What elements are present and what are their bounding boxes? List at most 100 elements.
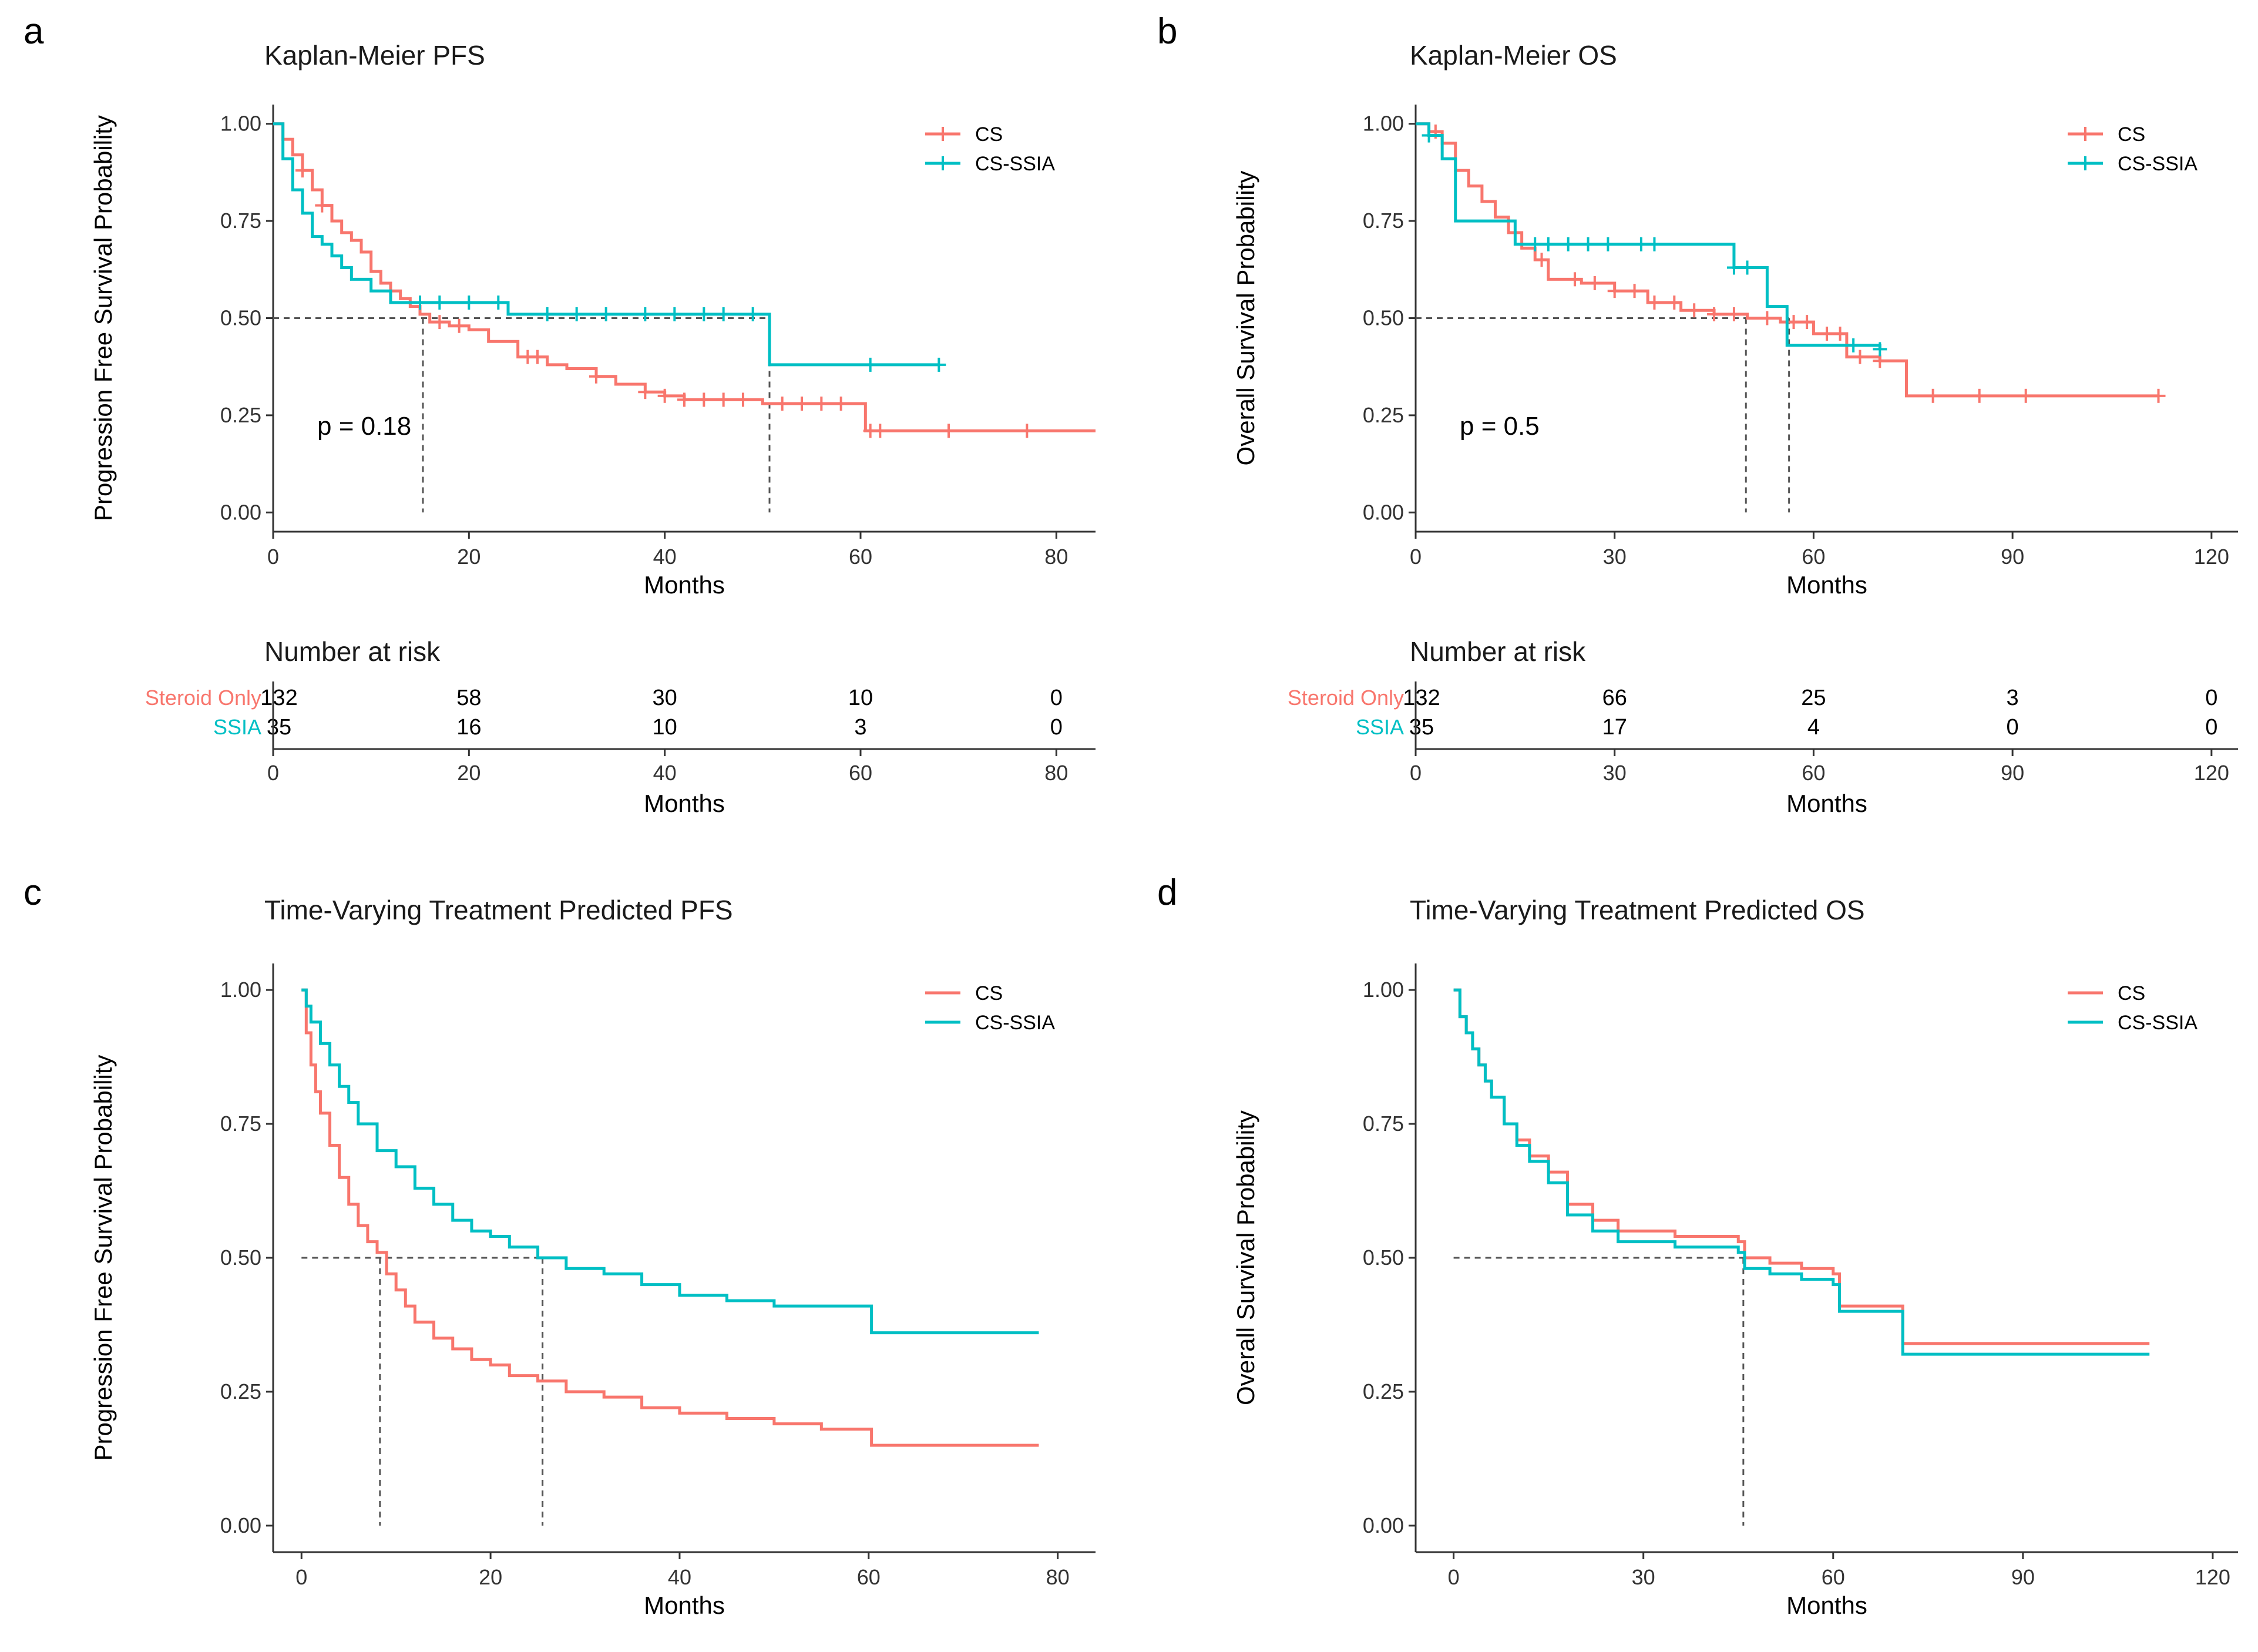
censor-mark [1707, 307, 1722, 321]
x-tick-label: 0 [1410, 545, 1422, 569]
chart-title: Time-Varying Treatment Predicted OS [1410, 895, 1865, 925]
censor-mark [1561, 237, 1575, 251]
x-tick-label: 60 [849, 545, 872, 569]
risk-row-label: SSIA [1356, 715, 1404, 739]
x-tick-label: 0 [295, 1565, 307, 1589]
censor-mark [667, 307, 682, 321]
censor-mark [530, 350, 545, 364]
chart-title: Kaplan-Meier OS [1410, 40, 1617, 70]
risk-x-tick-label: 120 [2194, 761, 2229, 785]
risk-table-title: Number at risk [264, 636, 441, 667]
censor-mark [1972, 388, 1987, 403]
censor-mark [873, 424, 888, 438]
censor-mark [432, 296, 447, 310]
panel-letter: b [1157, 11, 1177, 52]
chart-title: Kaplan-Meier PFS [264, 40, 485, 70]
censor-mark [462, 296, 476, 310]
risk-count: 35 [267, 715, 291, 740]
censor-mark [1846, 338, 1861, 352]
censor-mark [1833, 326, 1847, 341]
censor-mark [589, 369, 603, 384]
y-tick-label: 0.25 [220, 1379, 261, 1403]
risk-x-tick-label: 40 [653, 761, 677, 785]
series-line-cs-ssia [1453, 988, 2150, 1356]
y-axis-label: Progression Free Survival Probability [89, 115, 117, 521]
risk-x-tick-label: 20 [457, 761, 481, 785]
y-tick-label: 0.25 [220, 403, 261, 427]
x-tick-label: 20 [479, 1565, 502, 1589]
risk-count: 0 [2205, 686, 2217, 710]
censor-mark [677, 392, 691, 407]
y-tick-label: 0.75 [220, 209, 261, 233]
x-axis-label: Months [644, 571, 725, 599]
censor-mark [834, 397, 848, 411]
censor-mark [716, 307, 731, 321]
censor-mark [1726, 260, 1741, 275]
censor-mark [599, 307, 613, 321]
censor-mark [1760, 311, 1775, 325]
risk-count: 66 [1602, 686, 1627, 710]
risk-count: 35 [1409, 715, 1434, 740]
risk-x-tick-label: 30 [1603, 761, 1627, 785]
x-tick-label: 0 [1448, 1565, 1460, 1589]
risk-count: 30 [653, 686, 677, 710]
series-line-cs-ssia [301, 988, 1039, 1335]
legend-label: CS-SSIA [2118, 153, 2197, 175]
y-tick-label: 0.25 [1363, 403, 1404, 427]
censor-mark [315, 198, 330, 213]
y-tick-label: 1.00 [1363, 978, 1404, 1002]
risk-x-tick-label: 90 [2001, 761, 2024, 785]
censor-mark [795, 397, 809, 411]
x-tick-label: 0 [267, 545, 279, 569]
censor-mark [942, 424, 956, 438]
risk-count: 0 [1050, 715, 1063, 740]
censor-mark [2151, 388, 2166, 403]
censor-mark [1667, 296, 1682, 310]
x-tick-label: 30 [1632, 1565, 1655, 1589]
risk-count: 132 [1403, 686, 1440, 710]
risk-row-label: SSIA [213, 715, 261, 739]
y-tick-label: 0.50 [220, 306, 261, 330]
y-axis-label: Progression Free Survival Probability [89, 1055, 117, 1461]
x-tick-label: 120 [2194, 545, 2229, 569]
risk-row-label: Steroid Only [1288, 686, 1404, 710]
censor-mark [863, 357, 878, 372]
risk-count: 10 [848, 686, 873, 710]
panel-a: a Kaplan-Meier PFS 0.00 0.25 0.50 0.75 1.00 0 20… [23, 11, 1096, 817]
risk-count: 3 [2007, 686, 2019, 710]
x-tick-label: 120 [2195, 1565, 2230, 1589]
x-axis-label: Months [1786, 1591, 1867, 1619]
risk-count: 0 [1050, 686, 1063, 710]
panel-letter: c [23, 872, 42, 913]
y-tick-label: 1.00 [220, 978, 261, 1002]
risk-count: 0 [2007, 715, 2019, 740]
y-axis-label: Overall Survival Probability [1232, 171, 1259, 466]
censor-mark [1541, 237, 1555, 251]
risk-count: 3 [854, 715, 866, 740]
x-tick-label: 30 [1603, 545, 1627, 569]
risk-count: 4 [1807, 715, 1820, 740]
x-tick-label: 60 [857, 1565, 881, 1589]
y-tick-label: 0.50 [1363, 1245, 1404, 1270]
censor-mark [1853, 350, 1867, 364]
x-tick-label: 40 [653, 545, 677, 569]
censor-mark [814, 397, 829, 411]
censor-mark [1647, 237, 1662, 251]
censor-mark [1740, 260, 1755, 275]
y-tick-label: 0.00 [220, 500, 261, 524]
censor-mark [1587, 276, 1602, 290]
legend-label: CS [975, 123, 1003, 146]
y-tick-label: 0.25 [1363, 1379, 1404, 1403]
risk-count: 16 [456, 715, 481, 740]
legend-label: CS [2118, 123, 2145, 146]
x-tick-label: 40 [668, 1565, 691, 1589]
series-line-cs [301, 988, 1039, 1447]
censor-mark [452, 318, 466, 333]
censor-mark [1647, 296, 1662, 310]
censor-mark [736, 392, 750, 407]
p-value: p = 0.5 [1460, 412, 1540, 441]
risk-count: 0 [2205, 715, 2217, 740]
